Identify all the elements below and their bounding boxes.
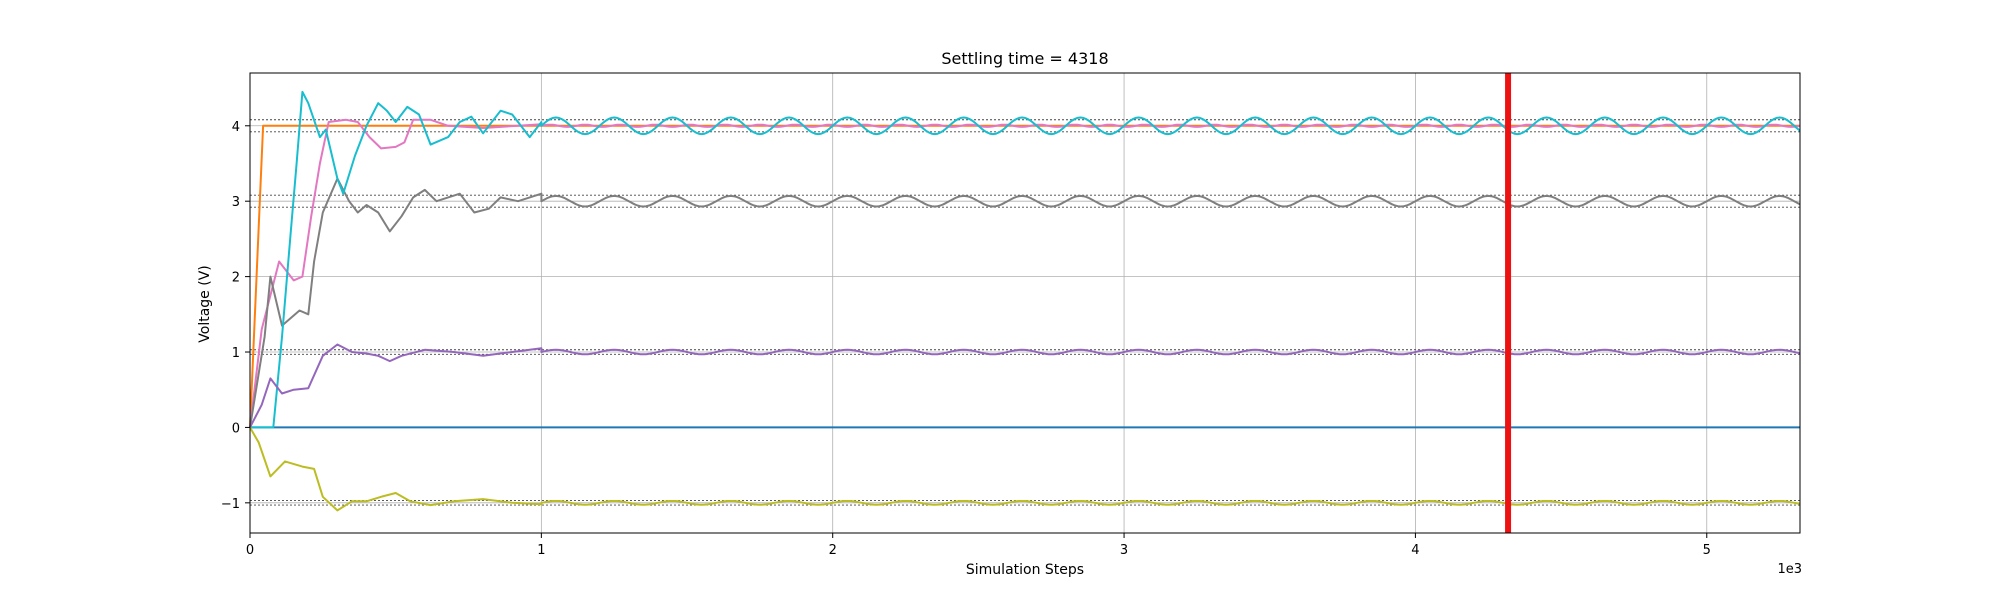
y-tick-label: 1: [232, 346, 240, 361]
ticks: 0 1 2 3 4 5 −1 0 1 2 3 4: [221, 120, 1711, 558]
series-line: [249, 426, 1801, 512]
grid: [249, 73, 1800, 533]
x-tick-label: 5: [1703, 543, 1711, 558]
series-line: [249, 118, 1801, 428]
series-line: [249, 343, 1801, 428]
y-tick-label: 3: [232, 195, 240, 210]
y-tick-label: 4: [232, 120, 240, 135]
x-tick-label: 3: [1120, 543, 1128, 558]
x-axis-offset-label: 1e3: [1777, 562, 1802, 577]
chart-title: Settling time = 4318: [941, 49, 1108, 68]
series-line: [249, 177, 1801, 428]
x-tick-label: 0: [246, 543, 254, 558]
y-tick-label: 2: [232, 271, 240, 286]
x-axis-label: Simulation Steps: [966, 562, 1084, 578]
series-line: [250, 90, 1801, 429]
x-tick-label: 1: [537, 543, 545, 558]
x-tick-label: 4: [1411, 543, 1419, 558]
x-tick-label: 2: [829, 543, 837, 558]
reference-bands: [250, 119, 1800, 506]
y-tick-label: −1: [221, 497, 240, 512]
y-tick-label: 0: [232, 421, 240, 436]
axes: [249, 72, 1801, 534]
y-axis-label: Voltage (V): [197, 265, 213, 342]
series-lines: [249, 90, 1801, 512]
plot-frame: [249, 72, 1801, 534]
